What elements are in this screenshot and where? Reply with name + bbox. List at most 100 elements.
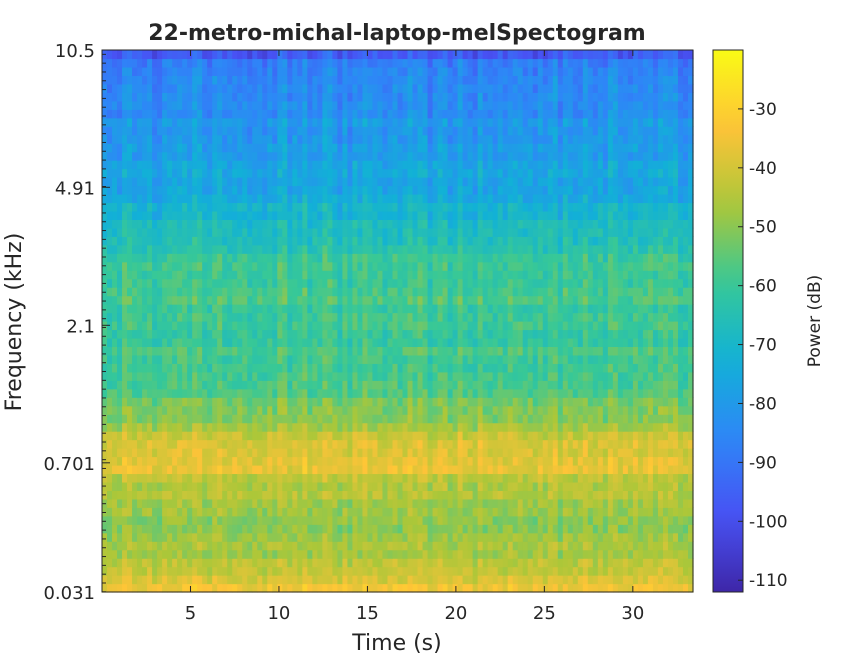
heatmap-cell [362,567,368,576]
heatmap-cell [593,279,599,288]
heatmap-cell [157,431,163,440]
heatmap-cell [367,363,373,372]
heatmap-cell [533,380,539,389]
heatmap-cell [548,287,554,296]
heatmap-cell [337,533,343,542]
heatmap-cell [418,550,424,559]
heatmap-cell [242,584,248,593]
heatmap-cell [398,304,404,313]
heatmap-cell [377,524,383,533]
heatmap-cell [423,304,429,313]
heatmap-cell [588,287,594,296]
heatmap-cell [182,245,188,254]
heatmap-cell [122,524,128,533]
heatmap-cell [583,431,589,440]
heatmap-cell [262,228,268,237]
heatmap-cell [523,499,529,508]
heatmap-cell [443,524,449,533]
heatmap-cell [543,321,549,330]
heatmap-cell [152,567,158,576]
heatmap-cell [367,431,373,440]
heatmap-cell [317,389,323,398]
heatmap-cell [242,440,248,449]
heatmap-cell [312,567,318,576]
heatmap-cell [352,372,358,381]
heatmap-cell [352,338,358,347]
heatmap-cell [418,346,424,355]
heatmap-cell [127,499,133,508]
heatmap-cell [332,423,338,432]
heatmap-cell [578,516,584,525]
heatmap-cell [177,516,183,525]
heatmap-cell [157,414,163,423]
heatmap-cell [548,414,554,423]
heatmap-cell [282,414,288,423]
heatmap-cell [658,558,664,567]
heatmap-cell [297,372,303,381]
heatmap-cell [212,541,218,550]
heatmap-cell [242,321,248,330]
heatmap-cell [543,338,549,347]
heatmap-cell [453,329,459,338]
heatmap-cell [663,338,669,347]
heatmap-cell [463,372,469,381]
heatmap-cell [277,516,283,525]
heatmap-cell [217,338,223,347]
heatmap-cell [603,440,609,449]
heatmap-cell [132,457,138,466]
heatmap-cell [277,414,283,423]
heatmap-cell [197,296,203,305]
heatmap-cell [112,541,118,550]
heatmap-cell [473,490,479,499]
heatmap-cell [302,490,308,499]
heatmap-cell [458,296,464,305]
heatmap-cell [513,516,519,525]
heatmap-cell [583,533,589,542]
heatmap-cell [112,465,118,474]
heatmap-cell [137,473,143,482]
heatmap-cell [167,558,173,567]
heatmap-cell [242,262,248,271]
heatmap-cell [237,473,243,482]
heatmap-cell [297,406,303,415]
heatmap-cell [513,465,519,474]
heatmap-cell [503,457,509,466]
heatmap-cell [142,262,148,271]
heatmap-cell [583,304,589,313]
heatmap-cell [307,414,313,423]
heatmap-cell [152,270,158,279]
heatmap-cell [413,414,419,423]
heatmap-cell [377,457,383,466]
heatmap-cell [523,567,529,576]
heatmap-cell [623,448,629,457]
heatmap-cell [207,329,213,338]
heatmap-cell [272,457,278,466]
heatmap-cell [147,516,153,525]
heatmap-cell [277,448,283,457]
heatmap-cell [593,304,599,313]
heatmap-cell [443,321,449,330]
heatmap-cell [322,287,328,296]
heatmap-cell [598,363,604,372]
heatmap-cell [302,279,308,288]
heatmap-cell [242,397,248,406]
heatmap-cell [508,236,514,245]
heatmap-cell [317,499,323,508]
heatmap-cell [528,431,534,440]
heatmap-cell [613,279,619,288]
heatmap-cell [332,440,338,449]
heatmap-cell [182,313,188,322]
heatmap-cell [533,406,539,415]
heatmap-cell [433,253,439,262]
heatmap-cell [663,296,669,305]
heatmap-cell [448,482,454,491]
heatmap-cell [152,558,158,567]
heatmap-cell [357,363,363,372]
heatmap-cell [453,363,459,372]
heatmap-cell [297,245,303,254]
heatmap-cell [568,236,574,245]
heatmap-cell [347,440,353,449]
heatmap-cell [222,313,228,322]
heatmap-cell [573,372,579,381]
heatmap-cell [408,440,414,449]
